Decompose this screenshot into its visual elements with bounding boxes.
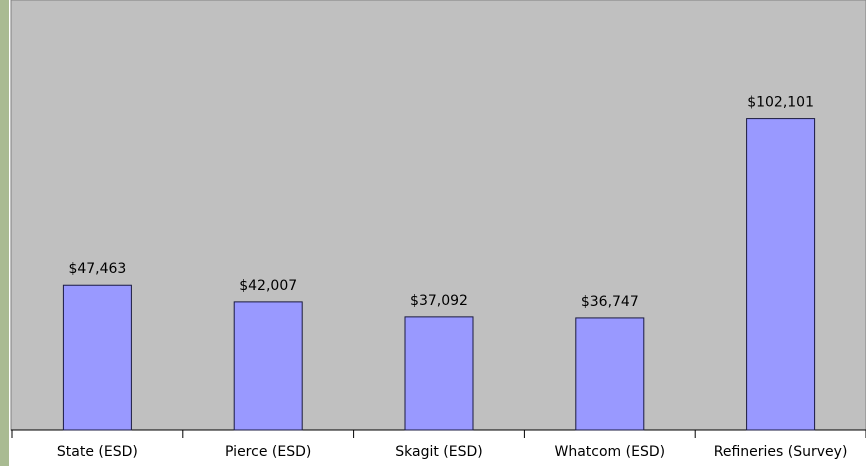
- x-tick-label: Skagit (ESD): [395, 444, 482, 460]
- x-tick-label: Pierce (ESD): [225, 444, 311, 460]
- x-tick-label: Whatcom (ESD): [555, 444, 666, 460]
- value-label: $47,463: [68, 261, 126, 277]
- value-label: $102,101: [747, 95, 814, 111]
- x-tick-label: State (ESD): [57, 444, 138, 460]
- left-strip: [0, 0, 9, 466]
- x-tick-label: Refineries (Survey): [714, 444, 848, 460]
- value-label: $36,747: [581, 294, 639, 310]
- bar: [404, 316, 474, 431]
- value-label: $42,007: [239, 278, 297, 294]
- value-label: $37,092: [410, 293, 468, 309]
- bar: [62, 284, 132, 431]
- bar: [746, 118, 816, 431]
- bar: [233, 301, 303, 431]
- bar: [575, 317, 645, 431]
